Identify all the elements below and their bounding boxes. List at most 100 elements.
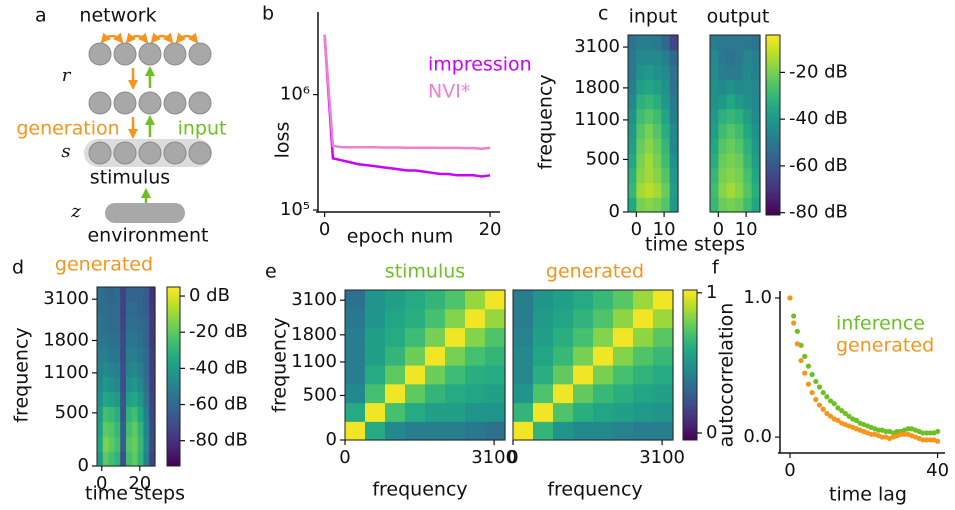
heat-cell — [137, 361, 144, 378]
heat-frame — [96, 286, 156, 467]
heat-cell — [345, 383, 366, 404]
legend-entry: generated — [836, 335, 934, 357]
x-axis-label: time steps — [645, 234, 745, 256]
diagram-title: network — [79, 5, 156, 27]
heat-cell — [573, 346, 594, 366]
heat-cell — [137, 376, 144, 393]
heat-cell — [593, 308, 614, 329]
y-tick-label: 1100 — [574, 109, 620, 130]
heat-cell — [644, 138, 654, 154]
heat-cell — [365, 421, 386, 441]
heat-cell — [636, 182, 646, 198]
x-tick-label: 0 — [96, 473, 107, 494]
heat-cell — [735, 94, 744, 110]
arrows — [128, 66, 155, 203]
heat-cell — [365, 402, 386, 422]
heat-cell — [593, 365, 614, 385]
heat-cell — [114, 451, 121, 467]
heat-cell — [513, 346, 534, 366]
heat-cell — [365, 365, 386, 385]
x-axis-label: frequency — [372, 479, 467, 501]
heat-cell — [553, 308, 574, 329]
heat-cell — [751, 197, 761, 213]
heat-cell — [102, 361, 110, 378]
heat-cell — [661, 108, 671, 125]
point — [868, 431, 874, 437]
heat-frame — [512, 289, 674, 441]
heat-cell — [149, 451, 156, 467]
heat-cell — [365, 383, 386, 404]
heat-cell — [137, 346, 144, 363]
heat-cell — [513, 383, 534, 404]
heat-cell — [102, 346, 110, 363]
heat-cell — [345, 365, 366, 385]
heat-cell — [636, 197, 646, 213]
colorbar-tick-label: 0 — [706, 422, 717, 443]
point — [805, 381, 812, 387]
heat-cell — [405, 402, 426, 422]
heat-cell — [726, 138, 736, 154]
heat-cell — [653, 167, 662, 184]
heat-cell — [644, 108, 654, 125]
panel-letter: d — [12, 257, 24, 279]
y-axis-label: frequency — [535, 74, 557, 169]
heat-cell — [628, 123, 637, 139]
heat-cell — [710, 167, 719, 184]
y-tick-label: 3100 — [291, 289, 337, 310]
line — [323, 34, 491, 178]
heat-cell — [385, 327, 406, 347]
heat-cell — [633, 402, 654, 422]
heat-cell — [143, 316, 150, 333]
heat-cell — [405, 290, 426, 310]
heat-cell — [633, 346, 654, 366]
heat-cell — [149, 346, 156, 363]
heat-cell — [653, 79, 662, 95]
y-tick-label: 0.0 — [743, 426, 772, 447]
heat-cell — [465, 383, 486, 404]
heat-cell — [465, 402, 486, 422]
heat-cell — [131, 301, 139, 318]
heat-cell — [425, 402, 446, 422]
environment-label: environment — [87, 225, 208, 247]
point — [879, 434, 885, 440]
y-axis-label: frequency — [11, 327, 33, 422]
heat-cell — [97, 331, 104, 348]
heat-cell — [633, 365, 654, 385]
colorbar — [765, 34, 781, 216]
heat-cell — [108, 421, 115, 437]
heat-cell — [108, 301, 115, 318]
heat-cell — [661, 49, 671, 66]
heat-cell — [743, 35, 753, 51]
heat-cell — [644, 94, 654, 110]
heat-cell — [743, 182, 753, 198]
panel: 0 20 0 500 1100 1800 3100 generated time steps fr… — [11, 254, 248, 505]
heat-cell — [485, 327, 506, 347]
heat-cell — [120, 346, 127, 363]
point — [905, 426, 911, 432]
heat-cell — [751, 94, 761, 110]
heat-cell — [636, 153, 646, 169]
heat-cell — [126, 406, 133, 422]
heat-cell — [735, 64, 744, 80]
heat-cell — [114, 406, 121, 422]
point — [927, 437, 933, 443]
heat-cell — [108, 287, 115, 303]
heat-cell — [653, 64, 662, 80]
colorbar-tick-label: -40 dB — [189, 357, 248, 378]
heat-cell — [661, 79, 671, 95]
heat-cell — [533, 346, 554, 366]
heat-cell — [143, 421, 150, 437]
heat-cell — [102, 287, 110, 303]
x-tick-label: 20 — [128, 473, 151, 494]
heat-cell — [365, 346, 386, 366]
heat-cell — [735, 182, 744, 198]
heat-cell — [593, 383, 614, 404]
heat-cell — [445, 421, 466, 441]
heat-cell — [718, 108, 728, 125]
y-axis-label: frequency — [269, 317, 291, 412]
point — [813, 378, 819, 385]
x-tick-label: 0 — [631, 219, 642, 240]
heat-cell — [114, 331, 121, 348]
heat-cell — [710, 49, 719, 66]
panel-letter: f — [712, 257, 720, 279]
